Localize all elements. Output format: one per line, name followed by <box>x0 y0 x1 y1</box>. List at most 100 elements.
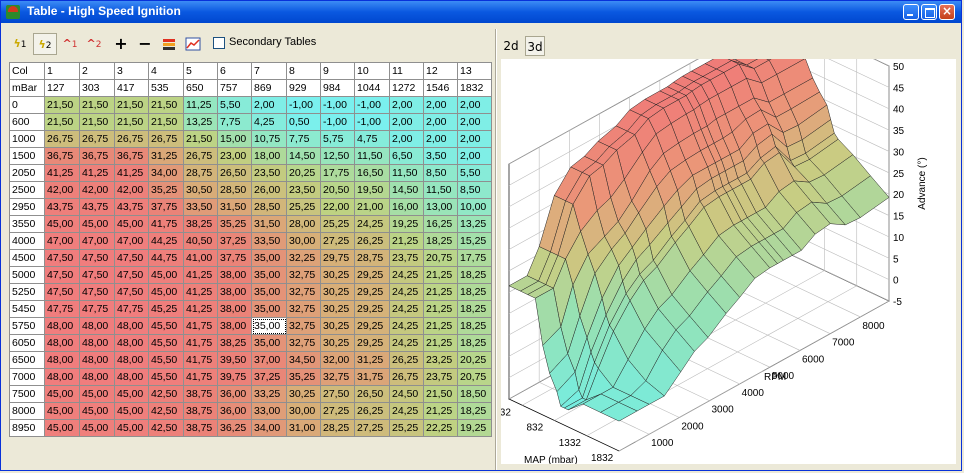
table-cell[interactable]: 28,00 <box>286 215 321 233</box>
table-cell[interactable]: 2,00 <box>423 113 458 131</box>
minimize-button[interactable] <box>903 4 919 20</box>
table-cell[interactable]: 26,75 <box>44 130 80 148</box>
table-cell[interactable]: 41,25 <box>79 164 115 182</box>
table-cell[interactable]: 22,25 <box>423 419 458 437</box>
table-cell[interactable]: 8,50 <box>457 181 492 199</box>
table-cell[interactable]: 13,00 <box>423 198 458 216</box>
table-cell[interactable]: 45,00 <box>114 419 149 437</box>
table-cell[interactable]: 28,50 <box>217 181 252 199</box>
table-cell[interactable]: 14,50 <box>286 147 321 165</box>
table-cell[interactable]: 44,25 <box>148 232 184 250</box>
table-cell[interactable]: 26,75 <box>389 368 424 386</box>
table-cell[interactable]: 18,25 <box>457 402 492 420</box>
table-cell[interactable]: 21,50 <box>148 96 184 114</box>
table-cell[interactable]: 21,50 <box>79 96 115 114</box>
table-cell[interactable]: 47,75 <box>44 300 80 318</box>
table-cell[interactable]: 31,50 <box>217 198 252 216</box>
table-cell[interactable]: 18,25 <box>457 334 492 352</box>
table-cell[interactable]: 4,25 <box>251 113 287 131</box>
table-cell[interactable]: 11,25 <box>183 96 218 114</box>
table-cell[interactable]: 21,25 <box>423 402 458 420</box>
table-cell[interactable]: 35,00 <box>251 266 287 284</box>
table-cell[interactable]: -1,00 <box>320 96 355 114</box>
table-cell[interactable]: 21,25 <box>423 266 458 284</box>
table-cell[interactable]: 2,00 <box>457 130 492 148</box>
table-cell[interactable]: 15,00 <box>217 130 252 148</box>
spark-1-button[interactable]: ^1 <box>62 37 78 50</box>
table-cell[interactable]: 48,00 <box>114 351 149 369</box>
table-cell[interactable]: 2,00 <box>251 96 287 114</box>
table-cell[interactable]: 39,50 <box>217 351 252 369</box>
table-cell[interactable]: 21,50 <box>423 385 458 403</box>
table-cell[interactable]: 16,25 <box>423 215 458 233</box>
table-cell[interactable]: 48,00 <box>79 334 115 352</box>
table-cell[interactable]: 35,00 <box>251 283 287 301</box>
table-cell[interactable]: 40,50 <box>183 232 218 250</box>
table-cell[interactable]: 45,00 <box>114 215 149 233</box>
table-cell[interactable]: 2,00 <box>457 113 492 131</box>
graph-button[interactable] <box>183 33 203 55</box>
table-cell[interactable]: 42,50 <box>148 385 184 403</box>
table-cell[interactable]: 24,25 <box>354 215 390 233</box>
table-cell[interactable]: 47,50 <box>114 266 149 284</box>
lightning-2-button[interactable]: ϟ2 <box>33 33 57 55</box>
table-cell[interactable]: 45,00 <box>44 215 80 233</box>
table-cell[interactable]: 35,25 <box>286 368 321 386</box>
table-cell[interactable]: 43,75 <box>114 198 149 216</box>
table-cell[interactable]: 38,75 <box>183 402 218 420</box>
table-cell[interactable]: 34,50 <box>286 351 321 369</box>
table-cell[interactable]: 38,00 <box>217 266 252 284</box>
table-cell[interactable]: 32,75 <box>286 266 321 284</box>
table-cell[interactable]: 26,25 <box>389 351 424 369</box>
table-cell[interactable]: 30,00 <box>286 402 321 420</box>
table-cell[interactable]: 32,25 <box>286 249 321 267</box>
table-cell[interactable]: 47,50 <box>44 249 80 267</box>
table-cell[interactable]: 2,00 <box>457 147 492 165</box>
table-cell[interactable]: 47,75 <box>114 300 149 318</box>
table-cell[interactable]: 18,25 <box>457 266 492 284</box>
table-cell[interactable]: 21,25 <box>423 334 458 352</box>
table-cell[interactable]: 41,75 <box>183 368 218 386</box>
table-cell[interactable]: 45,00 <box>79 402 115 420</box>
table-cell[interactable]: 30,25 <box>320 300 355 318</box>
table-cell[interactable]: 41,75 <box>183 351 218 369</box>
table-cell[interactable]: 41,25 <box>44 164 80 182</box>
table-cell[interactable]: 11,50 <box>389 164 424 182</box>
table-cell[interactable]: 24,25 <box>389 334 424 352</box>
table-cell[interactable]: 25,25 <box>286 198 321 216</box>
table-cell[interactable]: 19,50 <box>354 181 390 199</box>
table-cell[interactable]: 30,25 <box>286 385 321 403</box>
table-cell[interactable]: 18,25 <box>457 283 492 301</box>
table-cell[interactable]: 35,00 <box>251 249 287 267</box>
table-cell[interactable]: 32,75 <box>286 300 321 318</box>
spark-2-button[interactable]: ^2 <box>86 37 102 50</box>
table-cell[interactable]: 19,25 <box>389 215 424 233</box>
table-cell[interactable]: 19,25 <box>457 419 492 437</box>
table-cell[interactable]: 7,75 <box>217 113 252 131</box>
table-cell[interactable]: 24,25 <box>389 283 424 301</box>
table-cell[interactable]: 45,50 <box>148 351 184 369</box>
table-cell[interactable]: 48,00 <box>114 317 149 335</box>
table-cell[interactable]: 27,25 <box>354 419 390 437</box>
table-cell[interactable]: 45,00 <box>44 402 80 420</box>
table-cell[interactable]: 26,75 <box>79 130 115 148</box>
maximize-button[interactable] <box>921 4 937 20</box>
table-cell[interactable]: 41,25 <box>183 300 218 318</box>
table-cell[interactable]: 37,00 <box>251 351 287 369</box>
table-cell[interactable]: 26,00 <box>251 181 287 199</box>
table-cell[interactable]: 23,75 <box>389 249 424 267</box>
table-cell[interactable]: 47,50 <box>114 249 149 267</box>
table-cell[interactable]: 30,25 <box>320 283 355 301</box>
table-cell[interactable]: 17,75 <box>320 164 355 182</box>
table-cell[interactable]: 10,00 <box>457 198 492 216</box>
table-cell[interactable]: 48,00 <box>114 334 149 352</box>
table-cell[interactable]: 48,00 <box>44 317 80 335</box>
table-cell[interactable]: 48,00 <box>79 351 115 369</box>
table-cell[interactable]: 20,25 <box>286 164 321 182</box>
table-cell[interactable]: 45,00 <box>114 385 149 403</box>
table-cell[interactable]: 32,75 <box>286 334 321 352</box>
table-cell[interactable]: 45,50 <box>148 317 184 335</box>
table-cell[interactable]: 24,25 <box>389 317 424 335</box>
table-cell[interactable]: 29,25 <box>354 283 390 301</box>
table-cell[interactable]: 12,50 <box>320 147 355 165</box>
